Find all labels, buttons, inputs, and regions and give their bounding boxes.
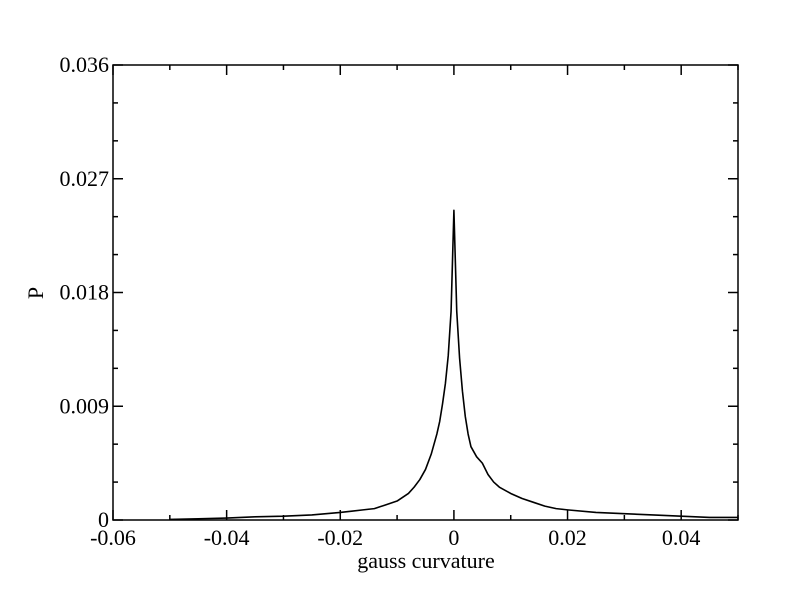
- x-axis-label: gauss curvature: [357, 548, 494, 573]
- x-tick-label: -0.02: [317, 525, 363, 550]
- x-axis-ticks: -0.06 -0.04 -0.02 0 0.02 0.04: [90, 65, 739, 550]
- y-axis-ticks: 0 0.009 0.018 0.027 0.036: [60, 52, 738, 532]
- y-axis-label: P: [23, 287, 48, 299]
- y-tick-label: 0.009: [60, 393, 110, 418]
- x-tick-label: -0.06: [90, 525, 136, 550]
- x-tick-label: 0.02: [548, 525, 587, 550]
- y-tick-label: 0.018: [60, 280, 110, 305]
- series-layer: [169, 209, 738, 521]
- y-tick-label: 0.027: [60, 166, 110, 191]
- plot-frame: [112, 64, 739, 521]
- x-tick-label: -0.04: [204, 525, 250, 550]
- x-tick-label: 0: [448, 525, 459, 550]
- y-tick-label: 0: [98, 507, 109, 532]
- x-tick-label: 0.04: [662, 525, 701, 550]
- series-line: [169, 209, 738, 521]
- y-tick-label: 0.036: [60, 52, 110, 77]
